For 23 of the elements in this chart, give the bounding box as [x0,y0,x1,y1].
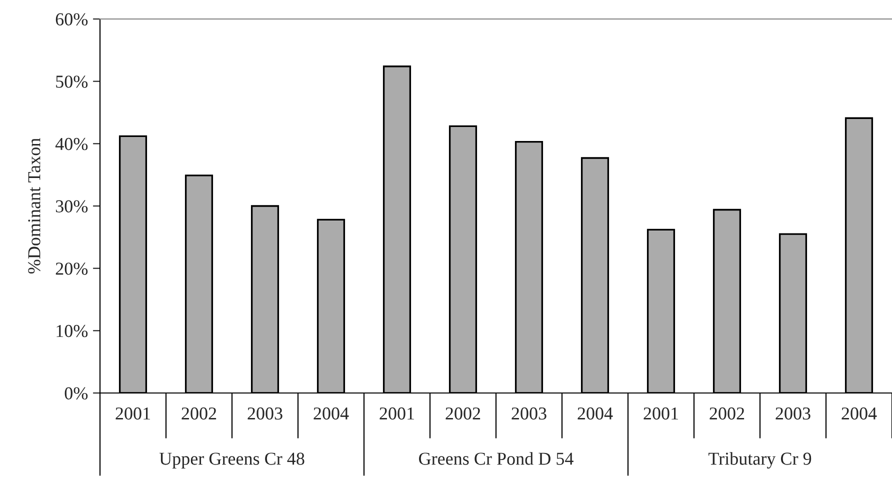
x-tick-label: 2001 [380,407,414,420]
x-tick-label: 2002 [446,407,480,420]
y-tick-label: 30% [56,200,88,212]
x-tick-label: 2002 [710,407,744,420]
y-tick-label: 10% [56,324,88,338]
x-tick-label: 2004 [842,407,877,420]
y-tick-label: 0% [64,387,88,400]
x-tick-label: 2004 [314,407,349,420]
x-tick-label: 2003 [512,407,546,420]
y-axis-title: %Dominant Taxon [28,138,40,274]
y-tick-label: 50% [56,76,88,88]
x-tick-label: 2001 [116,407,150,420]
x-tick-label: 2003 [248,407,282,420]
x-tick-label: 2002 [182,407,216,420]
x-tick-label: 2004 [578,407,613,420]
x-tick-label: 2003 [776,407,810,420]
y-tick-label: 40% [55,138,88,150]
text: Greens Cr Pond D 54 [419,452,574,465]
y-tick-label: 20% [56,262,88,275]
text: Upper Greens Cr 48 [159,452,304,469]
x-tick-label: 2001 [644,407,678,420]
text: Tributary Cr 9 [708,452,812,469]
y-tick-label: 60% [56,13,88,26]
